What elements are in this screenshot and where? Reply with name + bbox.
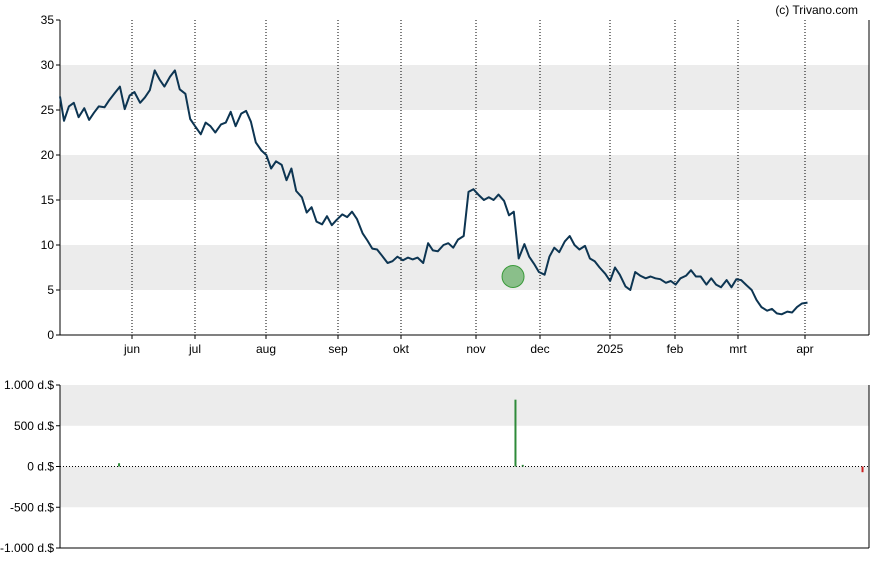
x-tick-label-feb: feb	[667, 342, 684, 356]
y-tick-label-35: 35	[41, 13, 55, 27]
price-chart-gridlines	[131, 20, 806, 339]
volume-y-tick-label-1: 500 d.$	[14, 419, 54, 433]
x-tick-label-sep: sep	[328, 342, 348, 356]
price-chart-axes	[59, 20, 870, 336]
y-tick-label-5: 5	[47, 283, 54, 297]
volume-y-tick-label-0: 1.000 d.$	[4, 378, 54, 392]
credit-text: (c) Trivano.com	[775, 3, 858, 17]
y-tick-label-20: 20	[41, 148, 55, 162]
x-tick-label-mrt: mrt	[729, 342, 747, 356]
x-tick-label-jul: jul	[188, 342, 201, 356]
x-tick-label-okt: okt	[393, 342, 410, 356]
y-tick-label-0: 0	[47, 328, 54, 342]
price-band-2	[60, 65, 869, 110]
y-tick-label-30: 30	[41, 58, 55, 72]
y-tick-label-10: 10	[41, 238, 55, 252]
price-band-0	[60, 245, 869, 290]
volume-chart-bands	[60, 385, 869, 508]
volume-band-1	[60, 466, 869, 508]
x-tick-label-jun: jun	[123, 342, 140, 356]
volume-bar-3	[861, 466, 864, 473]
price-chart-bands	[60, 65, 869, 290]
x-tick-label-aug: aug	[256, 342, 276, 356]
volume-bar-2	[521, 464, 524, 467]
volume-bars	[118, 399, 864, 473]
x-tick-label-nov: nov	[466, 342, 485, 356]
volume-bar-0	[118, 463, 121, 467]
price-marker	[501, 265, 525, 288]
volume-bar-1	[514, 399, 517, 467]
y-tick-label-15: 15	[41, 193, 55, 207]
volume-y-tick-label-3: -500 d.$	[10, 500, 54, 514]
x-tick-label-2025: 2025	[597, 342, 624, 356]
price-band-1	[60, 155, 869, 200]
price-line-series	[59, 69, 808, 316]
y-tick-label-25: 25	[41, 103, 55, 117]
price-chart-x-tick-labels: jun jul aug sep okt nov dec 2025 feb mrt apr	[123, 342, 814, 356]
price-line	[59, 69, 808, 316]
volume-y-tick-label-2: 0 d.$	[27, 460, 54, 474]
volume-chart-y-tick-labels: 1.000 d.$ 500 d.$ 0 d.$ -500 d.$ -1.000 d.$	[0, 378, 60, 555]
x-tick-label-dec: dec	[530, 342, 549, 356]
volume-y-tick-label-4: -1.000 d.$	[0, 541, 54, 555]
price-chart-y-tick-labels: 0 5 10 15 20 25 30 35	[41, 13, 60, 342]
x-tick-label-apr: apr	[796, 342, 813, 356]
highlight-marker	[501, 265, 525, 288]
volume-band-0	[60, 385, 869, 426]
